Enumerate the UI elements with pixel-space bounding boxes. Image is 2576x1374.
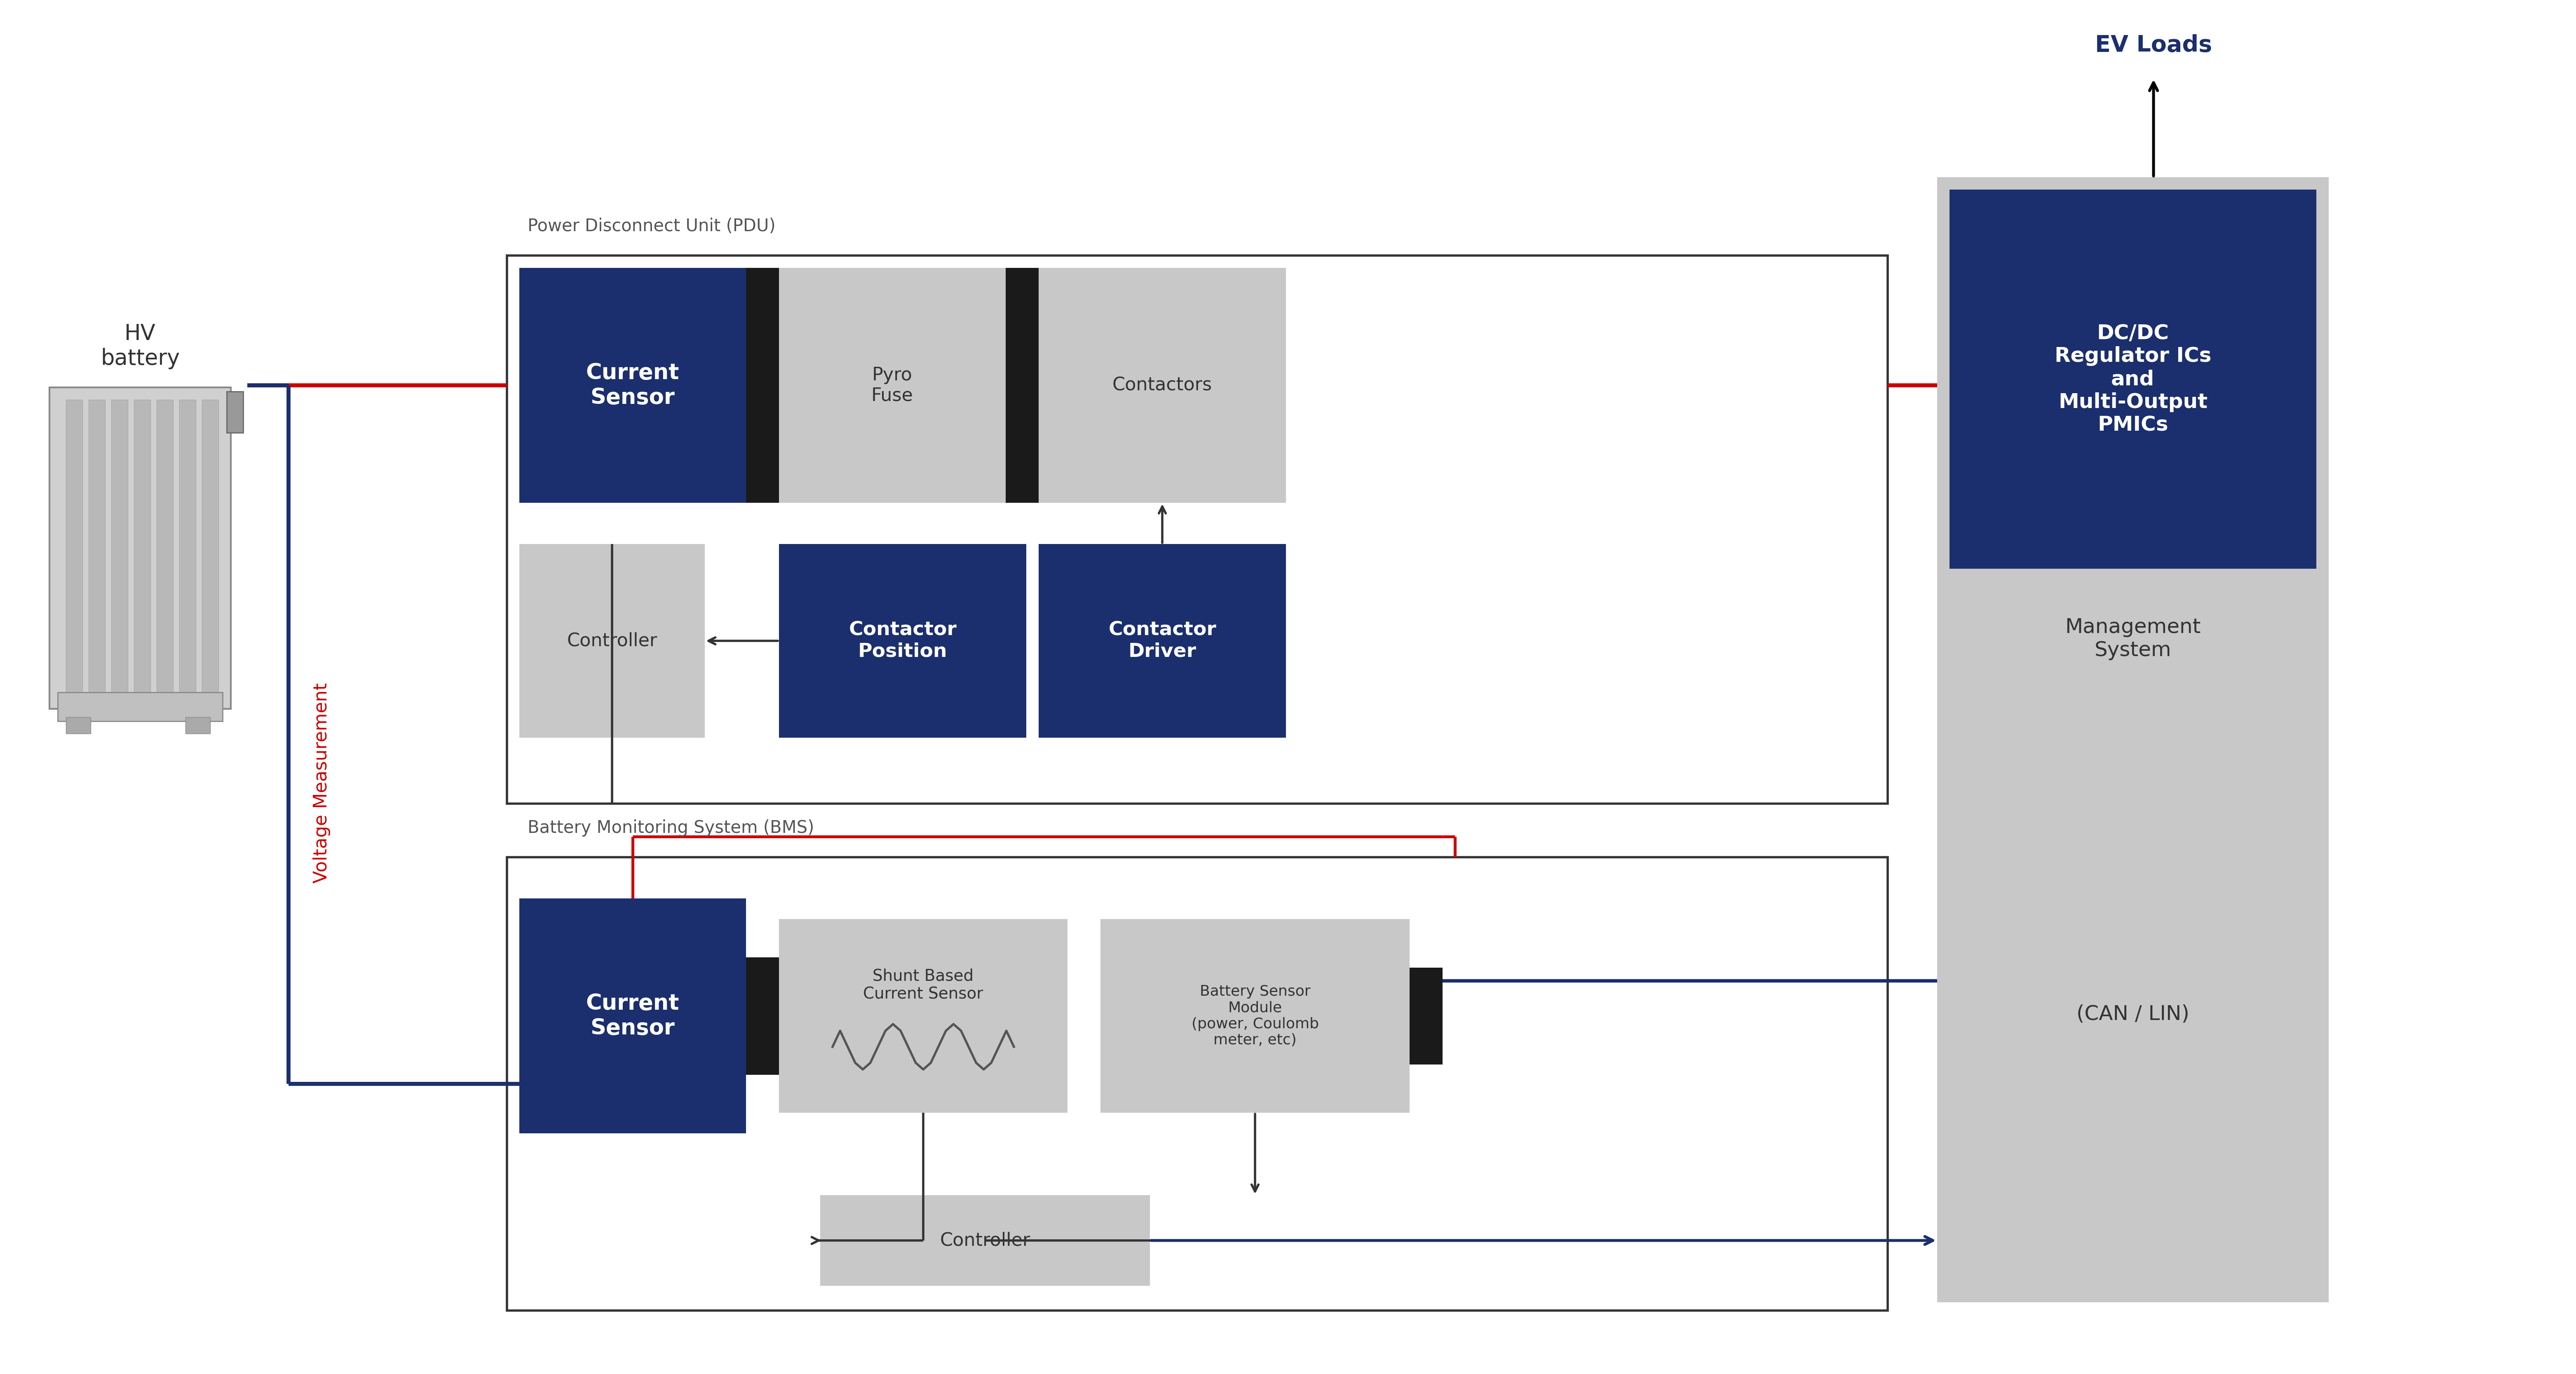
Bar [778, 544, 1025, 738]
Bar [1950, 190, 2316, 569]
Bar [227, 392, 242, 433]
Bar [819, 1195, 1149, 1286]
Bar [1038, 544, 1285, 738]
Bar [520, 544, 706, 738]
Bar [747, 958, 778, 1074]
Text: Current
Sensor: Current Sensor [585, 993, 680, 1039]
Bar [157, 400, 173, 697]
Bar [57, 692, 222, 721]
Bar [1409, 967, 1443, 1065]
Bar [180, 400, 196, 697]
Text: Contactor
Driver: Contactor Driver [1108, 621, 1216, 661]
Text: Contactor
Position: Contactor Position [848, 621, 956, 661]
Bar [88, 400, 106, 697]
Bar [67, 400, 82, 697]
Bar [49, 387, 232, 709]
Bar [520, 899, 747, 1134]
Text: Voltage Measurement: Voltage Measurement [312, 683, 330, 883]
Bar [1038, 268, 1285, 503]
Text: Battery Monitoring System (BMS): Battery Monitoring System (BMS) [528, 819, 814, 837]
Text: HV
battery: HV battery [100, 323, 180, 370]
Bar [747, 268, 778, 503]
Bar [507, 857, 1888, 1311]
Bar [778, 268, 1005, 503]
Bar [1937, 177, 2329, 1303]
Text: Management
System: Management System [2066, 617, 2200, 660]
Text: Contactors: Contactors [1113, 376, 1213, 394]
Text: Current
Sensor: Current Sensor [585, 363, 680, 408]
Bar [134, 400, 149, 697]
Bar [185, 717, 211, 734]
Text: Controller: Controller [567, 632, 657, 650]
Bar [111, 400, 129, 697]
Bar [1100, 919, 1409, 1113]
Bar [201, 400, 219, 697]
Bar [520, 268, 747, 503]
Bar [507, 256, 1888, 804]
Bar [67, 717, 90, 734]
Text: Shunt Based
Current Sensor: Shunt Based Current Sensor [863, 969, 984, 1002]
Text: (CAN / LIN): (CAN / LIN) [2076, 1004, 2190, 1024]
Text: Controller: Controller [940, 1231, 1030, 1249]
Bar [778, 919, 1066, 1113]
Text: EV Loads: EV Loads [2094, 34, 2213, 56]
Text: Pyro
Fuse: Pyro Fuse [871, 367, 914, 404]
Text: DC/DC
Regulator ICs
and
Multi-Output
PMICs: DC/DC Regulator ICs and Multi-Output PMI… [2056, 323, 2210, 434]
Text: Battery Sensor
Module
(power, Coulomb
meter, etc): Battery Sensor Module (power, Coulomb me… [1190, 985, 1319, 1047]
Text: Power Disconnect Unit (PDU): Power Disconnect Unit (PDU) [528, 217, 775, 235]
Bar [1005, 268, 1038, 503]
